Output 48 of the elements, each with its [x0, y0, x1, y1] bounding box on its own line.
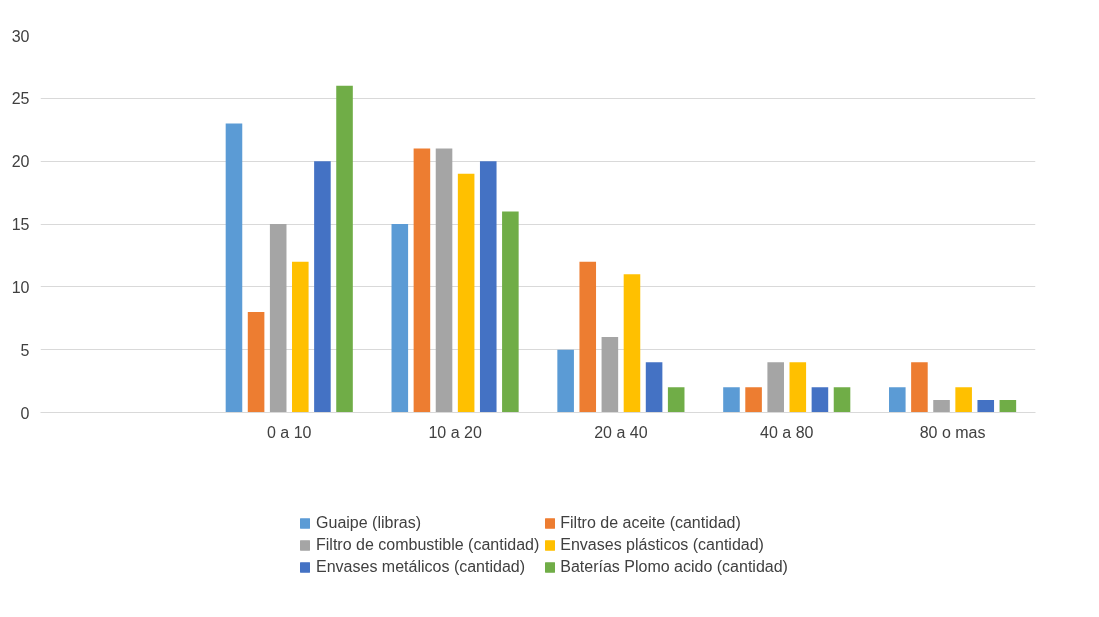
bar [811, 387, 829, 413]
bar [336, 85, 353, 413]
bar [457, 173, 475, 413]
bar [999, 399, 1017, 413]
bar [269, 224, 287, 413]
bar [645, 362, 663, 413]
x-tick-label: 80 o mas [919, 423, 986, 441]
legend-label: Guaipe (libras) [316, 514, 421, 533]
y-tick-label: 30 [11, 27, 30, 45]
bar [292, 261, 309, 413]
legend-label: Filtro de aceite (cantidad) [560, 514, 741, 533]
x-tick-label: 0 a 10 [267, 423, 312, 441]
bar [391, 224, 409, 413]
x-tick-label: 10 a 20 [428, 423, 482, 441]
bar [933, 399, 950, 413]
bar [623, 274, 641, 413]
y-tick-label: 20 [11, 153, 30, 171]
bar [889, 387, 906, 413]
legend-label: Baterías Plomo acido (cantidad) [560, 558, 788, 577]
bar [479, 161, 497, 413]
bar [247, 311, 265, 413]
x-tick-label: 40 a 80 [760, 423, 814, 441]
bar [314, 161, 331, 413]
bar [955, 387, 972, 413]
bar [723, 387, 740, 413]
y-tick-label: 5 [20, 341, 30, 359]
bar [557, 349, 574, 413]
bar [601, 337, 619, 413]
bar [911, 362, 928, 413]
legend-label: Envases plásticos (cantidad) [560, 536, 764, 555]
x-tick-label: 20 a 40 [594, 423, 648, 441]
bar [667, 387, 685, 413]
legend-label: Filtro de combustible (cantidad) [316, 536, 540, 555]
bar [767, 362, 784, 413]
bar [977, 399, 995, 413]
bar [579, 261, 597, 413]
bar [435, 148, 453, 413]
bar [833, 387, 851, 413]
bar [502, 211, 519, 413]
bar [413, 148, 431, 413]
bar [789, 362, 807, 413]
y-tick-label: 10 [11, 278, 30, 296]
y-tick-label: 15 [11, 216, 30, 233]
bar [745, 387, 762, 413]
bar [225, 123, 243, 413]
y-tick-label: 25 [11, 90, 30, 108]
y-tick-label: 0 [20, 404, 30, 422]
legend-label: Envases metálicos (cantidad) [316, 558, 526, 577]
